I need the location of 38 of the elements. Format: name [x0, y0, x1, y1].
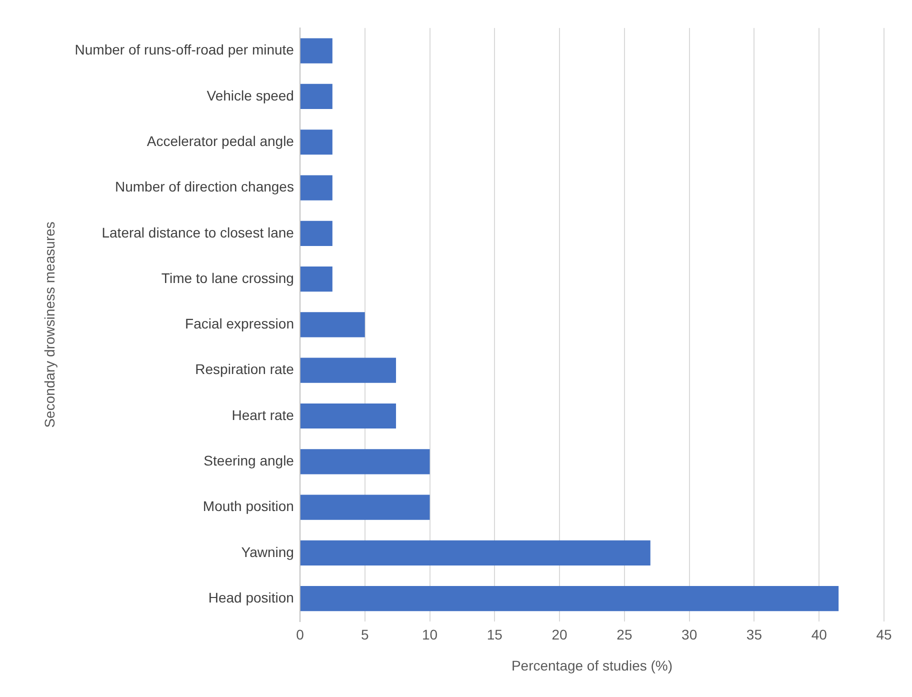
x-tick-label: 5: [360, 626, 369, 643]
bar: [300, 358, 396, 383]
y-tick-label: Lateral distance to closest lane: [102, 224, 294, 240]
y-tick-label: Number of runs-off-road per minute: [74, 42, 294, 58]
bar: [300, 84, 332, 110]
bar: [300, 266, 332, 292]
x-tick-label: 40: [811, 626, 828, 643]
bar: [300, 586, 839, 612]
y-tick-label: Facial expression: [185, 316, 294, 332]
x-tick-label: 20: [552, 626, 568, 643]
y-tick-label: Steering angle: [204, 452, 294, 468]
y-tick-label: Number of direction changes: [114, 178, 294, 195]
y-tick-label: Heart rate: [232, 406, 294, 423]
y-axis-title: Secondary drowsiness measures: [41, 222, 58, 428]
x-tick-label: 0: [296, 626, 304, 643]
bar: [300, 175, 332, 200]
y-tick-label: Respiration rate: [195, 361, 294, 378]
x-tick-label: 45: [876, 626, 892, 643]
bar: [300, 130, 332, 155]
x-tick-label: 15: [486, 626, 503, 643]
bar: [300, 403, 396, 429]
x-tick-label: 25: [616, 626, 632, 643]
bar: [300, 449, 430, 474]
x-tick-label: 35: [746, 626, 762, 643]
y-tick-label: Accelerator pedal angle: [146, 132, 294, 149]
y-tick-label: Head position: [208, 589, 294, 606]
bar: [300, 220, 332, 246]
x-tick-label: 10: [422, 626, 438, 643]
bar: [300, 312, 365, 338]
y-tick-label: Mouth position: [202, 498, 294, 514]
y-tick-label: Time to lane crossing: [161, 270, 294, 286]
bar: [300, 494, 430, 520]
bar: [300, 540, 650, 566]
bar: [300, 38, 332, 64]
y-tick-label: Yawning: [241, 544, 294, 560]
x-axis-title: Percentage of studies (%): [511, 657, 673, 674]
x-tick-label: 30: [682, 626, 698, 643]
y-tick-label: Vehicle speed: [206, 87, 294, 104]
